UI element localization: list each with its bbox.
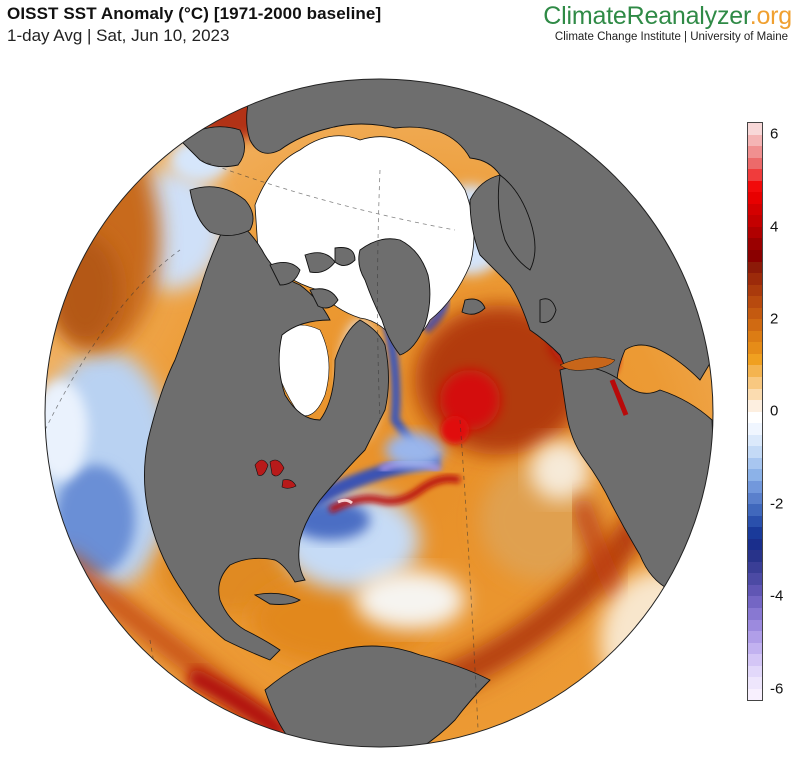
colorbar [747, 122, 763, 701]
brand-part-reanalyzer: Reanalyzer [626, 2, 750, 30]
colorbar-step [748, 561, 762, 574]
british-isles [539, 298, 557, 323]
colorbar-step [748, 250, 762, 262]
colorbar-tick-6: 6 [770, 125, 779, 143]
colorbar-step [748, 157, 762, 170]
colorbar-step [748, 527, 762, 539]
colorbar-step [748, 330, 762, 343]
colorbar-tick-neg4: -4 [770, 587, 784, 605]
colorbar-step [748, 423, 762, 435]
colorbar-step [748, 538, 762, 551]
colorbar-tick-0: 0 [770, 402, 779, 420]
map-title: OISST SST Anomaly (°C) [1971-2000 baseli… [7, 4, 382, 23]
greenland [358, 238, 431, 356]
colorbar-step [748, 446, 762, 458]
colorbar-step [748, 353, 762, 366]
colorbar-step [748, 365, 762, 378]
north-america [144, 214, 389, 661]
colorbar-step [748, 665, 762, 678]
brand-logo[interactable]: ClimateReanalyzer.org Climate Change Ins… [543, 2, 792, 43]
colorbar-step [748, 261, 762, 274]
colorbar-step [748, 180, 762, 193]
colorbar-step [748, 654, 762, 666]
colorbar-step [748, 377, 762, 389]
colorbar-step [748, 631, 762, 643]
colorbar-step [748, 411, 762, 424]
colorbar-step [748, 400, 762, 412]
colorbar-step [748, 504, 762, 516]
colorbar-step [748, 169, 762, 181]
colorbar-step [748, 469, 762, 481]
colorbar-step [748, 642, 762, 655]
hudson-bay-ice [274, 324, 330, 417]
iceland [461, 298, 486, 315]
colorbar-step [748, 515, 762, 528]
colorbar-step [748, 273, 762, 285]
globe-outline [44, 78, 714, 748]
colorbar-step [748, 134, 762, 147]
colorbar-step [748, 146, 762, 158]
brand-part-climate: Climate [543, 2, 627, 30]
colorbar-step [748, 492, 762, 505]
colorbar-step [748, 215, 762, 227]
colorbar-step [748, 388, 762, 401]
colorbar-step [748, 434, 762, 447]
brand-tagline: Climate Change Institute | University of… [554, 31, 788, 43]
colorbar-step [748, 457, 762, 470]
colorbar-step [748, 192, 762, 204]
colorbar-tick-neg6: -6 [770, 680, 784, 698]
graticule [45, 159, 481, 747]
colorbar-step [748, 342, 762, 354]
brand-part-org: .org [749, 2, 792, 30]
mediterranean [559, 356, 616, 371]
colorbar-tick-neg2: -2 [770, 495, 784, 513]
globe-content [45, 79, 713, 747]
colorbar-step [748, 284, 762, 297]
colorbar-step [748, 307, 762, 320]
colorbar-step [748, 319, 762, 331]
colorbar-step [748, 573, 762, 585]
colorbar-step [748, 677, 762, 689]
colorbar-tick-2: 2 [770, 310, 779, 328]
alaska [189, 186, 254, 236]
red-sea [609, 379, 629, 416]
sst-anomaly-globe-map [44, 78, 714, 748]
colorbar-step [748, 619, 762, 632]
cuba [253, 592, 301, 605]
colorbar-step [748, 584, 762, 597]
great-lakes [254, 459, 297, 489]
colorbar-step [748, 480, 762, 493]
colorbar-step [748, 596, 762, 608]
colorbar-tick-4: 4 [770, 218, 779, 236]
brand-wordmark: ClimateReanalyzer.org [543, 2, 792, 30]
colorbar-step [748, 607, 762, 620]
colorbar-step [748, 226, 762, 239]
colorbar-step [748, 238, 762, 251]
colorbar-step [748, 203, 762, 216]
colorbar-step [748, 688, 762, 701]
map-subtitle: 1-day Avg | Sat, Jun 10, 2023 [7, 26, 230, 45]
colorbar-step [748, 123, 762, 135]
colorbar-step [748, 296, 762, 308]
colorbar-step [748, 550, 762, 562]
